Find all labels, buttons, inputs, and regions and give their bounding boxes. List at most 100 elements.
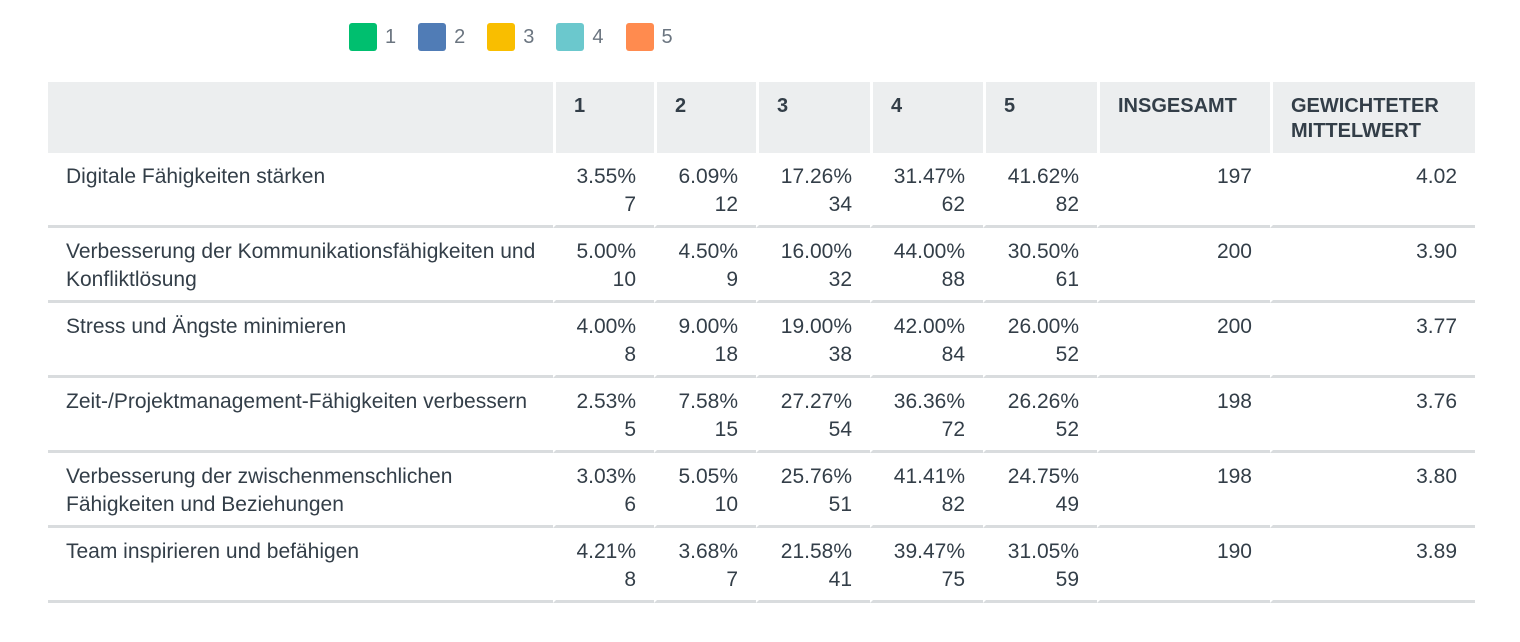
rating-count: 72 <box>941 417 965 441</box>
rating-percent: 4.50% <box>678 240 738 263</box>
legend-item-5[interactable]: 5 <box>625 23 673 51</box>
legend-swatch-5 <box>625 23 654 51</box>
rating-count: 49 <box>1055 492 1079 516</box>
row-weighted-average: 3.90 <box>1270 228 1475 303</box>
legend-label-1: 1 <box>385 26 397 48</box>
rating-cell-2: 3.68% 7 <box>654 528 756 603</box>
legend-item-2[interactable]: 2 <box>418 23 465 51</box>
rating-count: 61 <box>1055 267 1079 291</box>
header-rating-2: 2 <box>654 82 756 153</box>
row-weighted-average: 3.80 <box>1270 453 1475 528</box>
rating-percent: 19.00% <box>780 315 852 338</box>
rating-count: 7 <box>624 192 636 216</box>
legend-item-3[interactable]: 3 <box>487 23 534 51</box>
rating-cell-1: 4.21% 8 <box>553 528 654 603</box>
rating-percent: 44.00% <box>893 240 965 263</box>
header-rating-3: 3 <box>756 82 870 153</box>
rating-percent: 4.21% <box>576 540 636 563</box>
rating-percent: 2.53% <box>576 390 636 413</box>
rating-cell-3: 17.26% 34 <box>756 153 870 228</box>
rating-percent: 5.05% <box>678 465 738 488</box>
rating-count: 6 <box>624 492 636 516</box>
rating-cell-5: 26.26% 52 <box>983 378 1097 453</box>
chart-legend: 1 2 3 4 5 <box>349 23 695 51</box>
table-row: Digitale Fähigkeiten stärken 3.55% 7 6.09% 1… <box>48 153 1475 228</box>
rating-percent: 36.36% <box>893 390 965 413</box>
rating-cell-2: 9.00% 18 <box>654 303 756 378</box>
legend-swatch-3 <box>487 23 516 51</box>
rating-cell-5: 26.00% 52 <box>983 303 1097 378</box>
row-total: 200 <box>1097 303 1270 378</box>
row-label: Verbesserung der zwischenmenschlichen Fä… <box>48 453 553 528</box>
rating-count: 52 <box>1055 342 1079 366</box>
rating-percent: 3.68% <box>678 540 738 563</box>
legend-item-4[interactable]: 4 <box>556 23 604 51</box>
rating-count: 62 <box>941 192 965 216</box>
rating-count: 8 <box>624 567 636 591</box>
rating-count: 10 <box>612 267 636 291</box>
row-label: Verbesserung der Kommunikationsfähigkeit… <box>48 228 553 303</box>
rating-count: 41 <box>828 567 852 591</box>
rating-cell-3: 19.00% 38 <box>756 303 870 378</box>
results-table: 1 2 3 4 5 INSGESAMT GEWICHTETER MITTELWE… <box>48 82 1475 603</box>
table-row: Verbesserung der Kommunikationsfähigkeit… <box>48 228 1475 303</box>
rating-percent: 3.03% <box>576 465 636 488</box>
rating-cell-1: 4.00% 8 <box>553 303 654 378</box>
rating-percent: 7.58% <box>678 390 738 413</box>
rating-cell-2: 7.58% 15 <box>654 378 756 453</box>
rating-percent: 31.47% <box>893 165 965 188</box>
rating-percent: 26.00% <box>1007 315 1079 338</box>
rating-cell-2: 4.50% 9 <box>654 228 756 303</box>
legend-label-4: 4 <box>592 26 604 48</box>
rating-count: 75 <box>941 567 965 591</box>
row-label: Stress und Ängste minimieren <box>48 303 553 378</box>
rating-cell-1: 5.00% 10 <box>553 228 654 303</box>
rating-count: 32 <box>828 267 852 291</box>
rating-count: 38 <box>828 342 852 366</box>
row-label: Zeit-/Projektmanagement-Fähigkeiten verb… <box>48 378 553 453</box>
rating-count: 82 <box>941 492 965 516</box>
rating-cell-5: 30.50% 61 <box>983 228 1097 303</box>
rating-percent: 31.05% <box>1007 540 1079 563</box>
rating-cell-4: 44.00% 88 <box>870 228 983 303</box>
rating-cell-2: 5.05% 10 <box>654 453 756 528</box>
table-row: Zeit-/Projektmanagement-Fähigkeiten verb… <box>48 378 1475 453</box>
legend-label-5: 5 <box>661 26 673 48</box>
rating-count: 52 <box>1055 417 1079 441</box>
header-total: INSGESAMT <box>1097 82 1270 153</box>
header-rating-1: 1 <box>553 82 654 153</box>
rating-percent: 26.26% <box>1007 390 1079 413</box>
rating-count: 82 <box>1055 192 1079 216</box>
table-row: Verbesserung der zwischenmenschlichen Fä… <box>48 453 1475 528</box>
rating-cell-4: 39.47% 75 <box>870 528 983 603</box>
rating-cell-1: 3.55% 7 <box>553 153 654 228</box>
legend-swatch-1 <box>349 23 377 51</box>
legend-label-3: 3 <box>523 26 535 48</box>
rating-count: 9 <box>726 267 738 291</box>
rating-count: 88 <box>941 267 965 291</box>
rating-cell-3: 21.58% 41 <box>756 528 870 603</box>
rating-cell-3: 25.76% 51 <box>756 453 870 528</box>
rating-count: 51 <box>828 492 852 516</box>
row-weighted-average: 3.89 <box>1270 528 1475 603</box>
row-weighted-average: 3.77 <box>1270 303 1475 378</box>
rating-percent: 3.55% <box>576 165 636 188</box>
rating-cell-1: 3.03% 6 <box>553 453 654 528</box>
legend-swatch-4 <box>556 23 585 51</box>
rating-percent: 6.09% <box>678 165 738 188</box>
row-weighted-average: 3.76 <box>1270 378 1475 453</box>
row-total: 200 <box>1097 228 1270 303</box>
rating-cell-5: 31.05% 59 <box>983 528 1097 603</box>
legend-item-1[interactable]: 1 <box>349 23 396 51</box>
rating-percent: 5.00% <box>576 240 636 263</box>
rating-percent: 21.58% <box>780 540 852 563</box>
rating-count: 84 <box>941 342 965 366</box>
rating-percent: 24.75% <box>1007 465 1079 488</box>
rating-percent: 4.00% <box>576 315 636 338</box>
legend-swatch-2 <box>418 23 447 51</box>
rating-percent: 9.00% <box>678 315 738 338</box>
row-label: Digitale Fähigkeiten stärken <box>48 153 553 228</box>
rating-cell-3: 27.27% 54 <box>756 378 870 453</box>
row-label: Team inspirieren und befähigen <box>48 528 553 603</box>
rating-count: 18 <box>714 342 738 366</box>
